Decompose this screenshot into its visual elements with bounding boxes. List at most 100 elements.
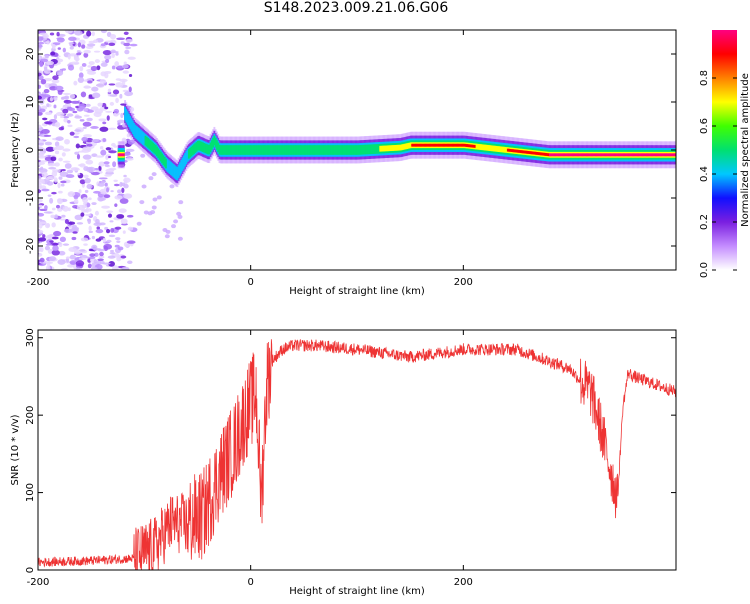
ridge-cell <box>143 132 146 147</box>
noise-speckle <box>65 256 71 259</box>
ridge-cell <box>477 143 480 150</box>
noise-speckle <box>60 96 65 100</box>
noise-speckle <box>66 169 74 174</box>
ridge-cell <box>369 144 371 155</box>
noise-speckle <box>66 113 74 117</box>
ridge-cell <box>388 145 391 152</box>
noise-speckle <box>108 150 117 154</box>
noise-speckle <box>33 226 36 231</box>
ridge-cell <box>612 153 615 157</box>
ridge-cell <box>319 145 322 155</box>
ridge-cell <box>602 153 605 157</box>
noise-speckle <box>38 131 41 136</box>
noise-speckle <box>126 240 136 244</box>
noise-speckle <box>102 121 107 125</box>
noise-speckle <box>105 147 112 151</box>
noise-speckle <box>151 205 157 210</box>
noise-speckle <box>42 117 48 121</box>
noise-speckle <box>82 154 92 160</box>
noise-speckle <box>43 89 50 94</box>
ridge-cell <box>505 147 508 153</box>
ridge-cell <box>346 145 349 155</box>
noise-speckle <box>38 41 45 45</box>
noise-speckle <box>32 88 36 91</box>
ridge-cell <box>480 144 483 150</box>
ridge-cell <box>286 145 289 155</box>
snr-y-tick-label: 200 <box>25 406 36 425</box>
noise-speckle <box>47 194 52 197</box>
ridge-cell <box>212 137 215 148</box>
ridge-cell <box>444 143 447 147</box>
ridge-cell <box>385 145 388 152</box>
noise-speckle <box>38 234 41 237</box>
noise-speckle <box>77 172 81 176</box>
noise-speckle <box>38 80 42 85</box>
ridge-cell <box>464 143 467 147</box>
ridge-cell <box>119 153 121 157</box>
ridge-cell <box>642 153 645 157</box>
ridge-cell <box>139 129 142 143</box>
ridge-cell <box>260 145 263 155</box>
noise-speckle <box>123 174 127 178</box>
ridge-cell <box>440 143 443 147</box>
noise-speckle <box>150 210 156 215</box>
noise-speckle <box>82 126 87 129</box>
ridge-cell <box>265 145 268 155</box>
noise-speckle <box>99 126 109 132</box>
noise-speckle <box>43 41 50 44</box>
noise-speckle <box>52 245 59 252</box>
ridge-cell <box>439 143 442 147</box>
ridge-cell <box>231 145 234 155</box>
noise-speckle <box>44 54 49 59</box>
ridge-cell <box>240 145 243 155</box>
noise-speckle <box>38 223 43 229</box>
ridge-cell <box>527 150 530 154</box>
ridge-cell <box>492 145 495 152</box>
ridge-cell <box>149 140 152 150</box>
ridge-cell <box>514 149 517 153</box>
ridge-cell <box>230 145 232 155</box>
noise-speckle <box>52 75 59 81</box>
noise-speckle <box>38 111 43 116</box>
ridge-cell <box>475 143 477 150</box>
snr-x-tick-label: -200 <box>27 577 50 588</box>
noise-speckle <box>56 31 60 37</box>
ridge-cell <box>253 145 255 155</box>
ridge-cell <box>301 145 304 155</box>
noise-speckle <box>29 139 38 142</box>
snr-x-tick-label: 200 <box>454 577 473 588</box>
noise-speckle <box>126 214 134 218</box>
snr-frame <box>37 329 677 571</box>
ridge-cell <box>501 146 504 153</box>
ridge-cell <box>297 145 300 155</box>
noise-speckle <box>94 210 99 216</box>
ridge-cell <box>344 145 347 155</box>
noise-speckle <box>100 43 106 47</box>
noise-speckle <box>39 61 44 68</box>
ridge-cell <box>333 145 336 155</box>
ridge-cell <box>407 142 410 149</box>
noise-speckle <box>74 129 81 132</box>
noise-speckle <box>88 230 93 234</box>
noise-speckle <box>57 47 61 50</box>
ridge-cell <box>460 143 463 147</box>
noise-speckle <box>31 159 37 163</box>
ridge-cell <box>138 128 141 142</box>
ridge-cell <box>163 157 166 167</box>
ridge-cell <box>478 144 481 150</box>
noise-speckle <box>74 214 83 221</box>
noise-speckle <box>106 115 110 121</box>
noise-speckle <box>31 229 37 235</box>
noise-speckle <box>31 218 37 224</box>
ridge-cell <box>196 140 199 151</box>
ridge-cell <box>148 139 151 149</box>
noise-speckle <box>62 243 70 246</box>
colorbar-tick-label: 0.6 <box>699 118 710 134</box>
ridge-cell <box>469 144 472 148</box>
noise-speckle <box>109 101 115 106</box>
noise-speckle <box>32 142 38 145</box>
ridge-cell <box>473 144 476 148</box>
noise-speckle <box>38 182 42 188</box>
ridge-cell <box>487 145 490 151</box>
noise-speckle <box>28 155 37 157</box>
